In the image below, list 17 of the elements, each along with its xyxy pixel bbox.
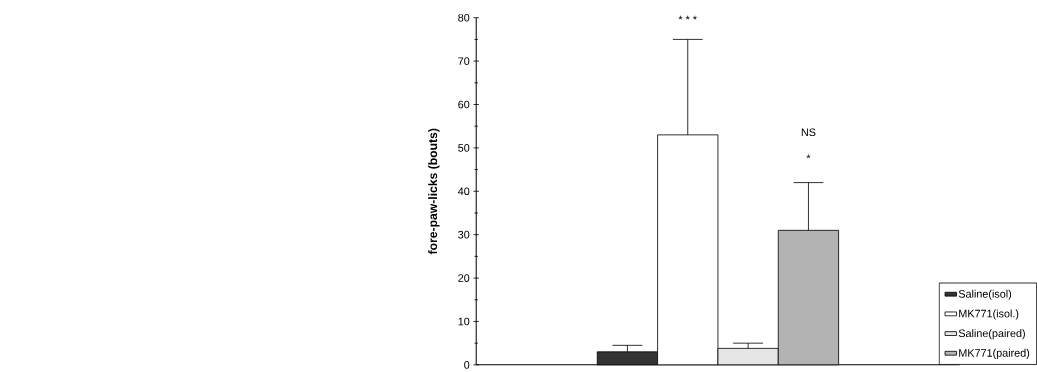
legend-label: MK771(isol.) <box>959 309 1019 320</box>
y-axis-title: fore-paw-licks (bouts) <box>428 128 440 255</box>
y-tick-label: 70 <box>458 57 470 65</box>
legend-label: Saline(isol) <box>958 289 1012 300</box>
annotation: * * * <box>678 15 697 20</box>
y-tick-label: 30 <box>458 230 470 239</box>
annotation: NS <box>801 128 816 136</box>
y-tick-label: 80 <box>458 13 470 22</box>
legend-label: MK771(paired) <box>959 348 1030 359</box>
y-tick-label: 60 <box>458 100 470 109</box>
annotation: * <box>806 154 811 159</box>
y-tick-label: 0 <box>464 360 470 369</box>
y-tick-label: 50 <box>458 143 470 152</box>
y-tick-label: 20 <box>458 274 470 282</box>
y-tick-label: 40 <box>457 187 470 195</box>
y-tick-label: 10 <box>458 317 470 326</box>
legend-label: Saline(paired) <box>958 329 1025 340</box>
